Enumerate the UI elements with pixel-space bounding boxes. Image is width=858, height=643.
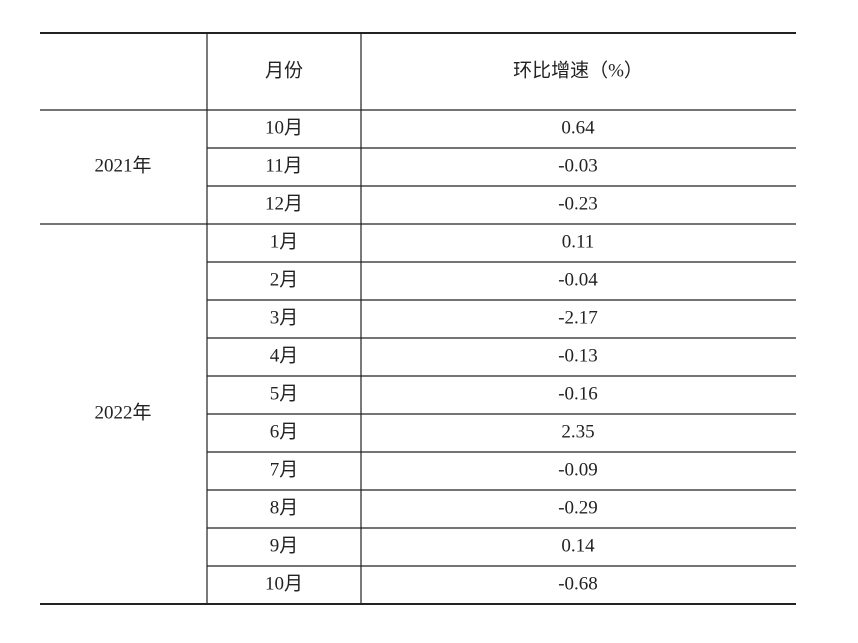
growth-cell: -0.29 — [558, 497, 598, 518]
growth-cell: -0.68 — [558, 573, 598, 594]
month-cell: 10月 — [265, 573, 303, 594]
growth-cell: -0.13 — [558, 345, 598, 366]
month-cell: 4月 — [270, 345, 299, 366]
year-cell: 2021年 — [94, 154, 151, 176]
header-growth: 环比增速（%） — [513, 59, 643, 81]
month-cell: 12月 — [265, 193, 303, 214]
growth-cell: -0.23 — [558, 193, 598, 214]
month-cell: 2月 — [270, 269, 299, 290]
month-cell: 10月 — [265, 117, 303, 138]
growth-cell: 0.11 — [562, 231, 595, 252]
growth-cell: -0.16 — [558, 383, 598, 404]
growth-cell: -0.04 — [558, 269, 598, 290]
month-cell: 5月 — [270, 383, 299, 404]
month-cell: 8月 — [270, 497, 299, 518]
month-cell: 7月 — [270, 459, 299, 480]
month-cell: 3月 — [270, 307, 299, 328]
month-cell: 6月 — [270, 421, 299, 442]
year-cell: 2022年 — [94, 401, 151, 423]
growth-cell: 2.35 — [561, 421, 594, 442]
growth-cell: -0.03 — [558, 155, 598, 176]
growth-cell: 0.14 — [561, 535, 595, 556]
header-month: 月份 — [265, 59, 303, 81]
month-cell: 9月 — [270, 535, 299, 556]
growth-cell: -0.09 — [558, 459, 598, 480]
month-cell: 11月 — [265, 155, 302, 176]
growth-cell: -2.17 — [558, 307, 598, 328]
month-cell: 1月 — [270, 231, 299, 252]
growth-cell: 0.64 — [561, 117, 595, 138]
